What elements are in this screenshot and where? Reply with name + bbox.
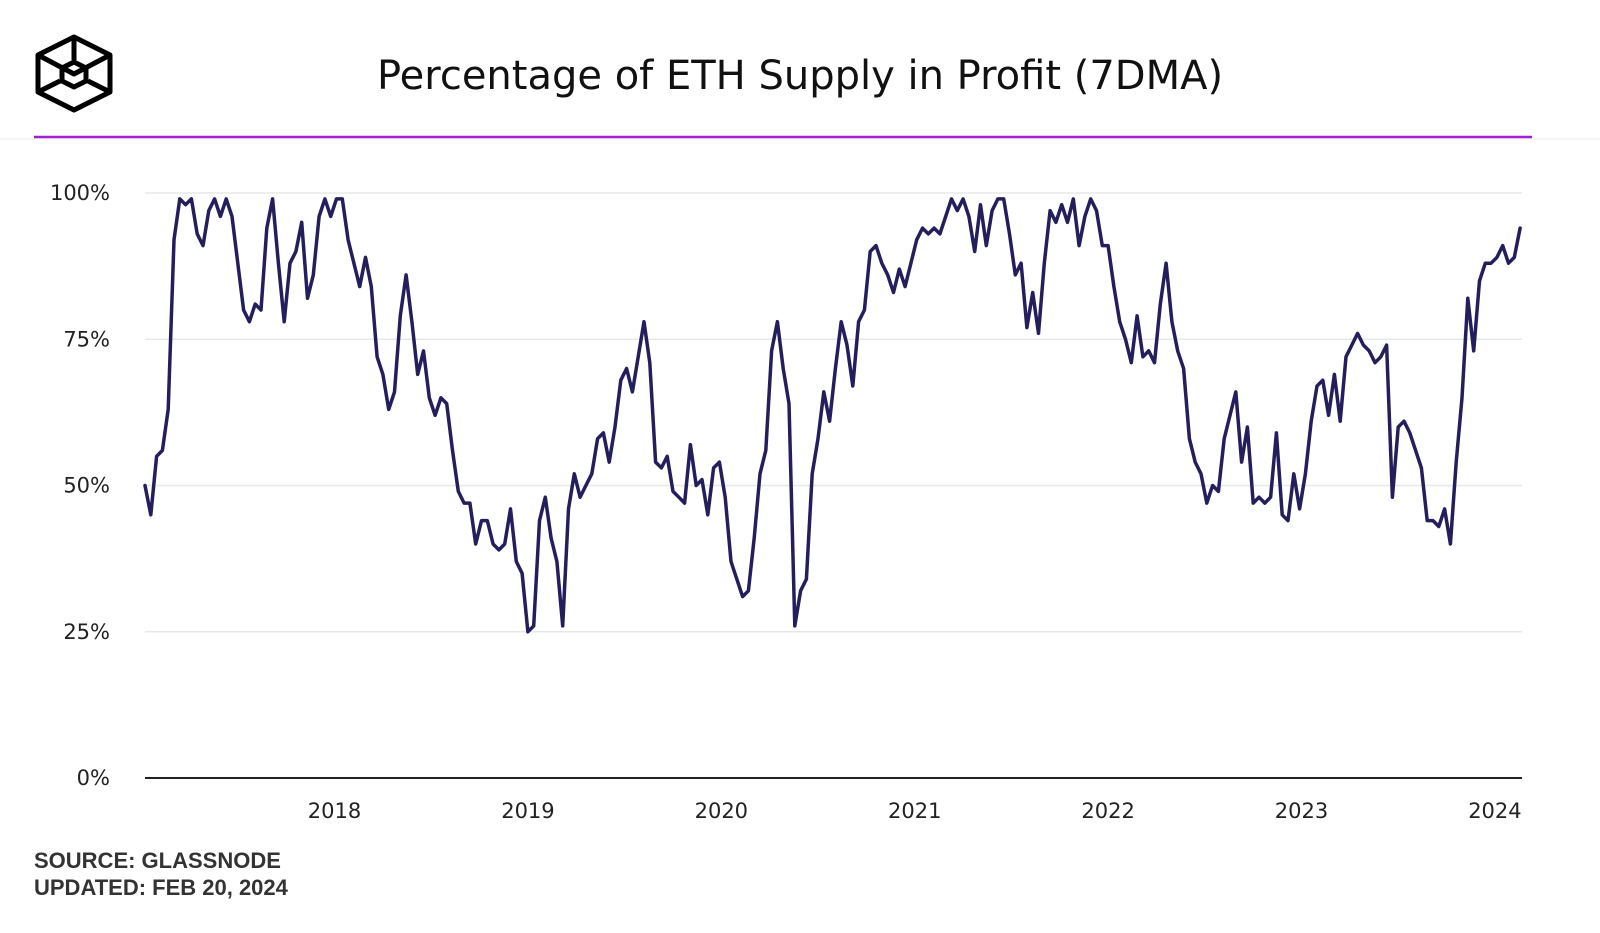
- chart-title: Percentage of ETH Supply in Profit (7DMA…: [377, 53, 1223, 99]
- plot-area: 0% 25% 50% 75% 100% 2018 2019 2020 2021 2022 2023 2…: [50, 181, 1522, 823]
- x-tick-label: 2018: [308, 799, 361, 823]
- x-tick-label: 2020: [695, 799, 748, 823]
- x-tick-label: 2022: [1081, 799, 1134, 823]
- y-tick-label: 0%: [77, 766, 110, 790]
- x-tick-label: 2024: [1468, 799, 1521, 823]
- logo: [35, 34, 113, 113]
- source-note: SOURCE: GLASSNODE: [34, 848, 281, 873]
- y-tick-label: 25%: [63, 620, 110, 644]
- y-tick-label: 100%: [50, 181, 110, 205]
- y-tick-label: 75%: [63, 327, 110, 351]
- x-tick-label: 2021: [888, 799, 941, 823]
- x-tick-label: 2023: [1275, 799, 1328, 823]
- y-tick-label: 50%: [63, 474, 110, 498]
- data-line: [143, 197, 1522, 634]
- updated-note: UPDATED: FEB 20, 2024: [34, 875, 289, 900]
- x-tick-label: 2019: [501, 799, 554, 823]
